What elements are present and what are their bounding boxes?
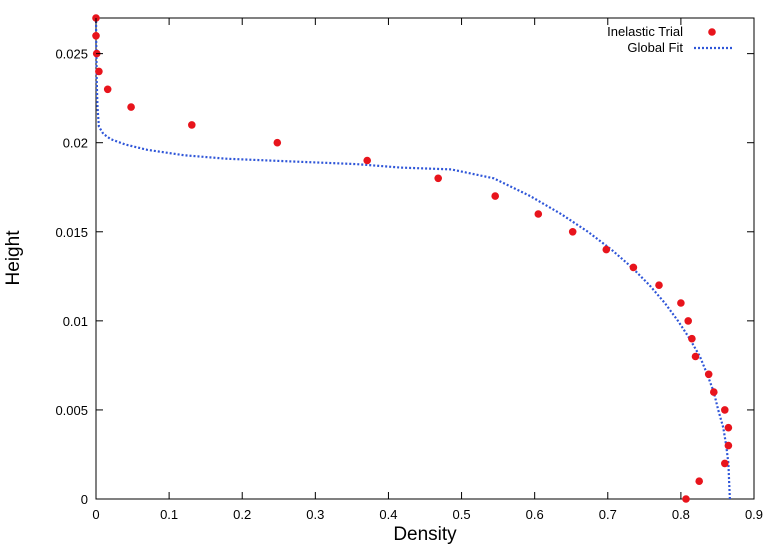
inelastic-trial-point <box>434 174 443 183</box>
inelastic-trial-point <box>688 334 696 343</box>
inelastic-trial-point <box>710 388 718 396</box>
legend-label-inelastic-trial: Inelastic Trial <box>607 24 683 39</box>
y-tick-label: 0.025 <box>55 47 88 62</box>
inelastic-trial-point <box>691 352 700 361</box>
x-tick-label: 0 <box>92 507 99 522</box>
inelastic-trial-point <box>491 192 500 200</box>
inelastic-trial-point <box>92 32 100 40</box>
x-tick-label: 0.5 <box>453 507 471 522</box>
inelastic-trial-point <box>188 121 196 129</box>
inelastic-trial-point <box>704 370 713 379</box>
x-tick-label: 0.9 <box>745 507 763 522</box>
legend: Inelastic Trial Global Fit <box>607 24 732 55</box>
inelastic-trial-point <box>127 103 135 111</box>
ticks-layer: 0 0.1 0.2 0.3 0.4 0.5 0.6 0.7 0.8 0.9 0 0.005 0.01 0.… <box>55 18 763 522</box>
inelastic-trial-point <box>677 299 685 307</box>
x-tick-label: 0.7 <box>599 507 617 522</box>
inelastic-trial-point <box>724 441 733 450</box>
x-axis-label: Density <box>393 524 457 545</box>
legend-marker-inelastic-trial <box>708 28 716 36</box>
y-tick-label: 0 <box>81 492 88 507</box>
inelastic-trial-point <box>695 477 703 486</box>
inelastic-trial-layer <box>92 14 733 503</box>
inelastic-trial-point <box>629 263 638 272</box>
inelastic-trial-point <box>103 85 112 94</box>
inelastic-trial-point <box>721 459 729 468</box>
y-tick-label: 0.005 <box>55 403 88 418</box>
x-tick-label: 0.6 <box>526 507 544 522</box>
x-tick-label: 0.8 <box>672 507 690 522</box>
legend-label-global-fit: Global Fit <box>627 40 683 55</box>
y-tick-label: 0.02 <box>63 136 88 151</box>
global-fit-line <box>95 18 731 500</box>
inelastic-trial-point <box>273 138 282 147</box>
x-tick-label: 0.3 <box>306 507 324 522</box>
inelastic-trial-point <box>534 210 543 218</box>
x-tick-label: 0.2 <box>233 507 251 522</box>
global-fit-layer <box>95 18 731 500</box>
y-tick-label: 0.015 <box>55 225 88 240</box>
inelastic-trial-point <box>568 228 577 236</box>
inelastic-trial-point <box>721 406 729 414</box>
inelastic-trial-point <box>682 495 690 503</box>
inelastic-trial-point <box>684 317 692 325</box>
inelastic-trial-point <box>363 156 372 165</box>
x-tick-label: 0.1 <box>160 507 178 522</box>
y-axis-label: Height <box>3 230 24 286</box>
inelastic-trial-point <box>602 245 611 254</box>
inelastic-trial-point <box>655 281 663 290</box>
inelastic-trial-point <box>724 423 733 432</box>
inelastic-trial-point <box>95 67 103 76</box>
plot-frame <box>95 17 755 500</box>
y-tick-label: 0.01 <box>63 314 88 329</box>
x-tick-label: 0.4 <box>379 507 397 522</box>
